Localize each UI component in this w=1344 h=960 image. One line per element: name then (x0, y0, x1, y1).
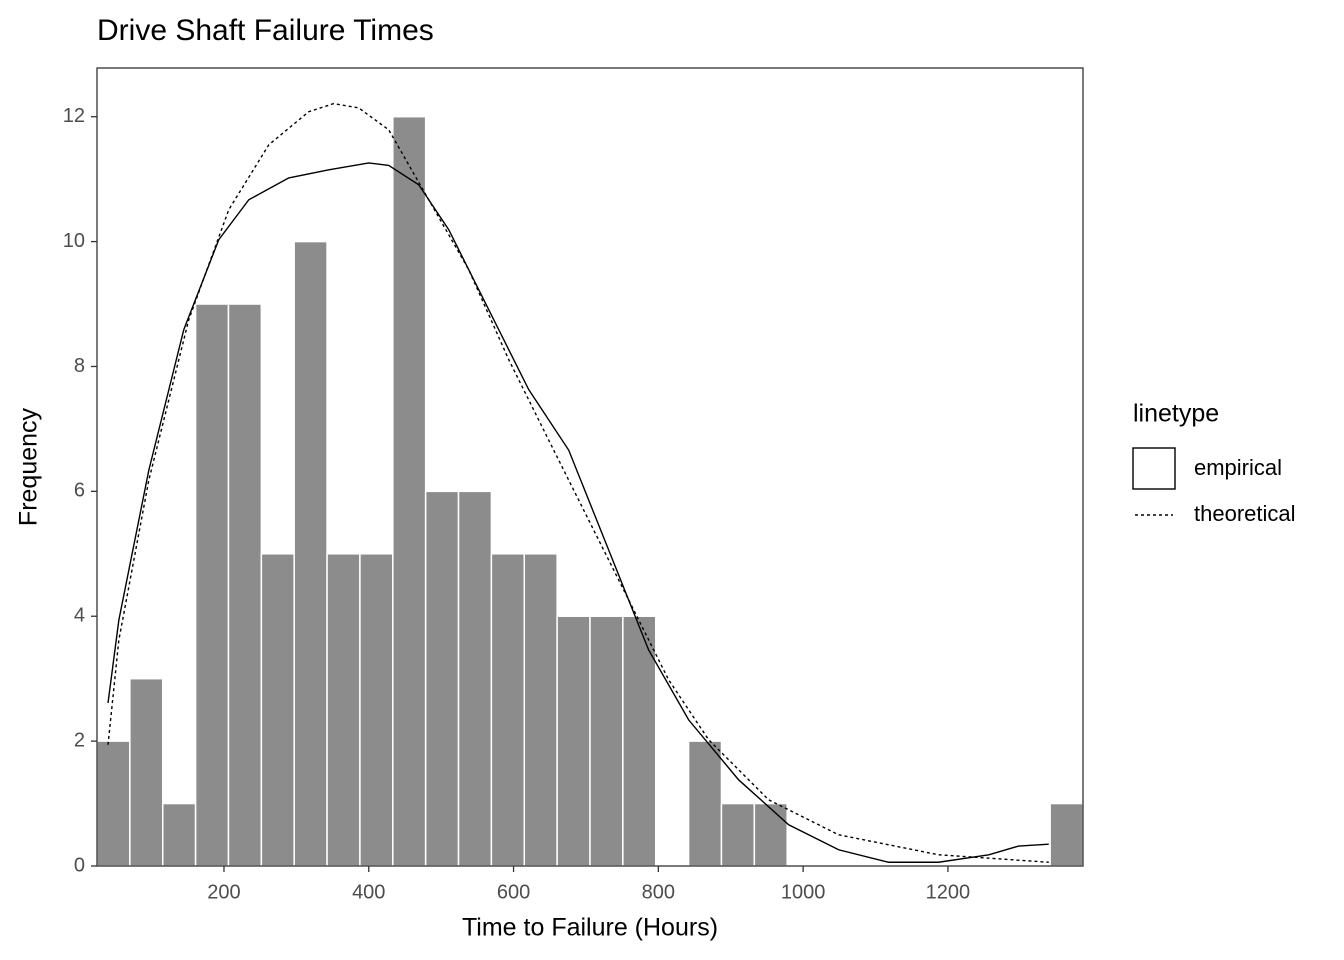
chart-title: Drive Shaft Failure Times (97, 14, 434, 47)
bar (556, 615, 591, 867)
x-tick-label: 600 (497, 881, 530, 903)
y-tick-label: 4 (74, 605, 85, 627)
bar (622, 615, 657, 867)
bar (227, 303, 263, 867)
density-line (107, 162, 1049, 863)
y-axis-label: Frequency (15, 407, 43, 526)
bar (753, 802, 788, 867)
x-tick-label: 400 (352, 881, 385, 903)
bar (96, 740, 131, 867)
bar (720, 802, 756, 867)
bar (194, 303, 230, 867)
legend-key (1132, 447, 1176, 490)
x-tick-label: 200 (207, 881, 240, 903)
bar (1049, 802, 1084, 867)
y-tick-label: 8 (74, 355, 85, 377)
legend-label: empirical (1194, 455, 1282, 480)
x-tick-label: 1200 (926, 881, 971, 903)
y-tick-label: 0 (74, 854, 85, 876)
legend-label: theoretical (1194, 501, 1296, 526)
x-tick-label: 1000 (781, 881, 826, 903)
y-tick-label: 10 (63, 230, 85, 252)
y-tick-label: 12 (63, 105, 85, 127)
bar (293, 240, 328, 867)
x-axis-label: Time to Failure (Hours) (462, 914, 718, 942)
bar (589, 615, 624, 867)
legend-title: linetype (1133, 400, 1219, 428)
y-tick-label: 2 (74, 729, 85, 751)
bar (359, 553, 394, 867)
bar (392, 115, 427, 867)
bar (523, 553, 558, 867)
bar (326, 553, 361, 867)
bar (457, 490, 493, 867)
bar (260, 553, 295, 867)
plot-frame (96, 67, 1084, 867)
density-line (107, 102, 1049, 863)
bar (687, 740, 723, 867)
bar (129, 677, 164, 867)
x-tick-label: 800 (642, 881, 675, 903)
bar (424, 490, 460, 867)
bar (161, 802, 197, 867)
y-tick-label: 6 (74, 480, 85, 502)
bar (490, 553, 526, 867)
